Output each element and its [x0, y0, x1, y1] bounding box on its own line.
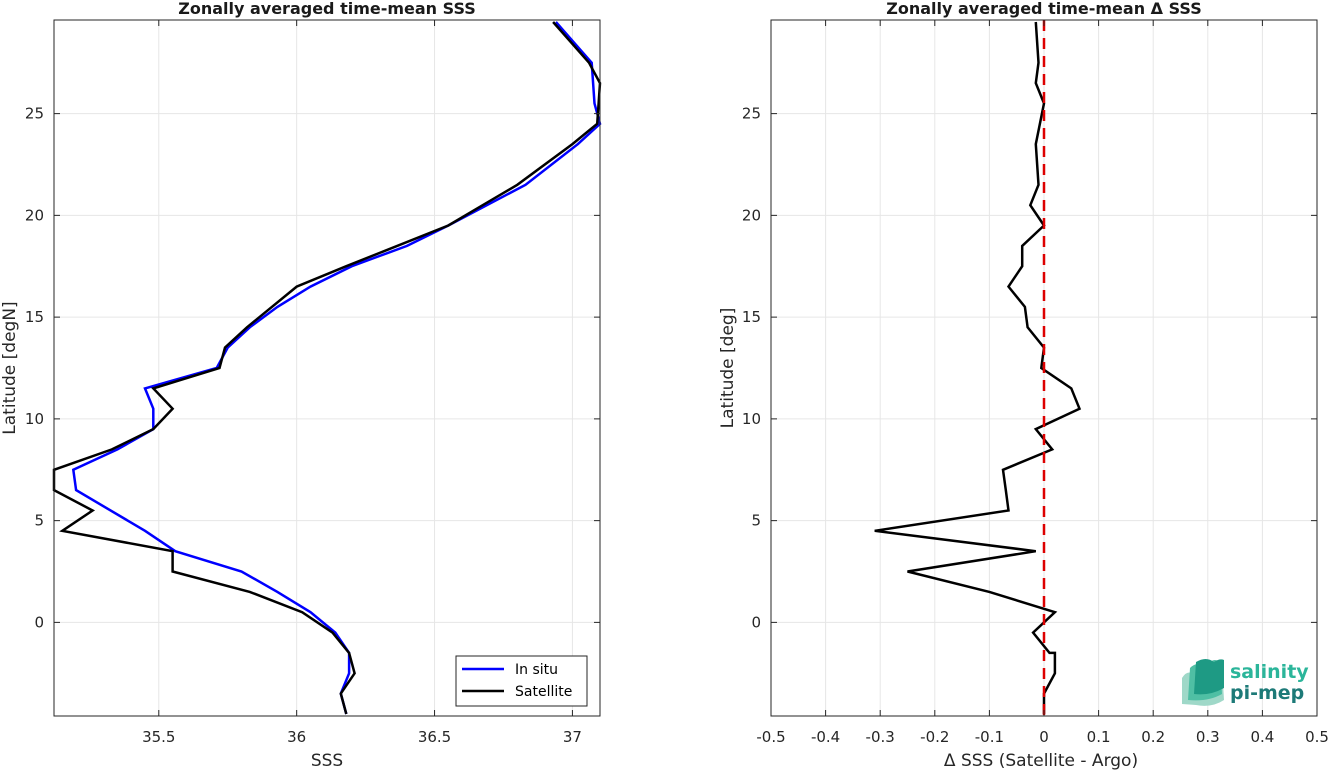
left-x-axis-label: SSS: [311, 751, 343, 770]
right-x-tick-label: -0.2: [920, 728, 949, 746]
right-y-axis-label: Latitude [deg]: [718, 308, 738, 429]
right-x-axis-label: Δ SSS (Satellite - Argo): [944, 751, 1138, 770]
left-y-tick-label: 20: [25, 206, 44, 224]
left-axes-box: [53, 19, 601, 717]
right-x-tick-label: -0.4: [811, 728, 840, 746]
right-chart-title: Zonally averaged time-mean Δ SSS: [886, 0, 1202, 18]
left-series-line-satellite: [52, 21, 602, 715]
right-y-tick-label: 0: [751, 613, 761, 631]
left-chart-title: Zonally averaged time-mean SSS: [178, 0, 476, 18]
right-series-group: [874, 21, 1082, 714]
right-y-tick-label: 10: [742, 410, 761, 428]
left-ticks: 35.5 36 36.5 37 0 5 10 15 20 25: [25, 20, 600, 746]
right-series-line-delta-sss: [874, 21, 1082, 714]
logo-text-salinity: salinity: [1230, 661, 1309, 683]
right-y-tick-label: 5: [751, 512, 761, 530]
right-y-tick-label: 25: [742, 105, 761, 123]
right-y-tick-label: 15: [742, 308, 761, 326]
left-y-tick-label: 5: [34, 512, 44, 530]
legend-label-in-situ: In situ: [515, 662, 558, 678]
salinity-pi-mep-logo: salinity pi-mep: [1182, 659, 1309, 706]
right-ticks: -0.5 -0.4 -0.3 -0.2 -0.1 0 0.1 0.2 0.3 0.4 0.5 0 5 10…: [742, 20, 1329, 746]
left-plot-area: [54, 20, 600, 716]
left-y-tick-label: 10: [25, 410, 44, 428]
right-x-tick-label: -0.1: [975, 728, 1004, 746]
right-x-tick-label: -0.3: [866, 728, 895, 746]
left-panel: 35.5 36 36.5 37 0 5 10 15 20 25 Zonally averaged …: [0, 0, 602, 770]
legend: In situ Satellite: [455, 655, 588, 707]
left-x-tick-label: 36.5: [418, 728, 451, 746]
right-x-tick-label: 0.1: [1087, 728, 1111, 746]
right-x-tick-label: 0: [1039, 728, 1049, 746]
left-x-tick-label: 35.5: [142, 728, 175, 746]
legend-box: [455, 655, 588, 707]
logo-text-pi-mep: pi-mep: [1230, 682, 1304, 704]
left-y-axis-label: Latitude [degN]: [0, 301, 20, 434]
left-y-tick-label: 0: [34, 613, 44, 631]
left-x-tick-label: 36: [287, 728, 306, 746]
left-series-group: [52, 21, 602, 715]
left-grid: [54, 20, 600, 716]
right-y-tick-label: 20: [742, 206, 761, 224]
logo-wave-icon: [1182, 659, 1224, 706]
left-y-tick-label: 15: [25, 308, 44, 326]
left-y-tick-label: 25: [25, 105, 44, 123]
right-panel: -0.5 -0.4 -0.3 -0.2 -0.1 0 0.1 0.2 0.3 0.4 0.5 0 5 10…: [718, 0, 1329, 770]
left-series-line-in-situ: [71, 21, 602, 715]
right-x-tick-label: -0.5: [756, 728, 785, 746]
right-x-tick-label: 0.5: [1305, 728, 1329, 746]
legend-label-satellite: Satellite: [515, 684, 572, 700]
left-x-tick-label: 37: [563, 728, 582, 746]
right-x-tick-label: 0.2: [1141, 728, 1165, 746]
right-x-tick-label: 0.3: [1196, 728, 1220, 746]
right-x-tick-label: 0.4: [1250, 728, 1274, 746]
